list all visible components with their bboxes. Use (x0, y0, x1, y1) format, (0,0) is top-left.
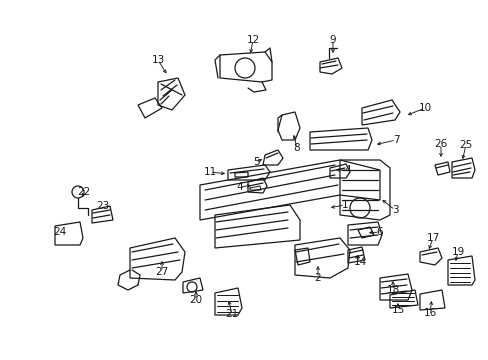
Text: 14: 14 (353, 257, 366, 267)
Text: 18: 18 (386, 285, 399, 295)
Text: 27: 27 (155, 267, 168, 277)
Text: 22: 22 (77, 187, 90, 197)
Text: 2: 2 (314, 273, 321, 283)
Text: 26: 26 (433, 139, 447, 149)
Text: 10: 10 (418, 103, 431, 113)
Text: 7: 7 (392, 135, 399, 145)
Text: 9: 9 (329, 35, 336, 45)
Text: 4: 4 (344, 165, 350, 175)
Text: 12: 12 (246, 35, 259, 45)
Text: 1: 1 (341, 200, 347, 210)
Text: 13: 13 (151, 55, 164, 65)
Text: 17: 17 (426, 233, 439, 243)
Text: 3: 3 (391, 205, 398, 215)
Text: 15: 15 (390, 305, 404, 315)
Text: 24: 24 (53, 227, 66, 237)
Text: 11: 11 (203, 167, 216, 177)
Text: 19: 19 (450, 247, 464, 257)
Text: 5: 5 (252, 157, 259, 167)
Text: 20: 20 (189, 295, 202, 305)
Text: 21: 21 (225, 309, 238, 319)
Text: 23: 23 (96, 201, 109, 211)
Text: 8: 8 (293, 143, 300, 153)
Text: 4: 4 (236, 182, 243, 192)
Text: 25: 25 (458, 140, 472, 150)
Text: 6: 6 (376, 227, 383, 237)
Text: 16: 16 (423, 308, 436, 318)
